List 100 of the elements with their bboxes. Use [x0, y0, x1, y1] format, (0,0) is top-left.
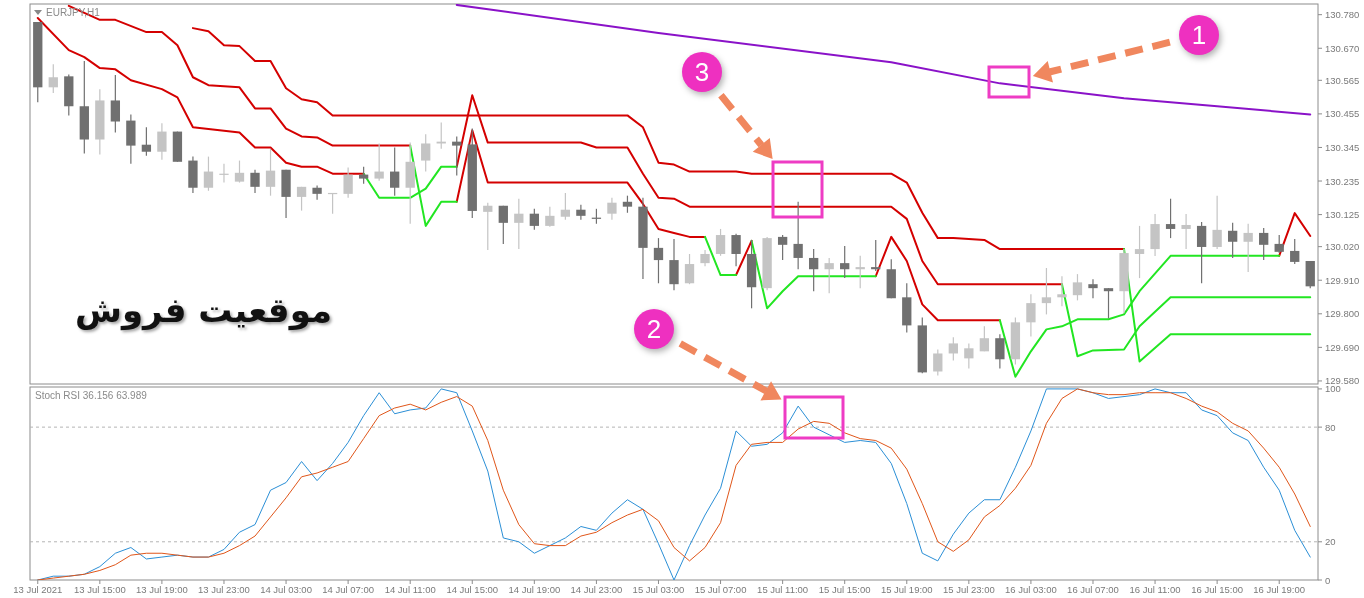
y-tick-label: 130.020: [1325, 241, 1360, 253]
x-tick-label: 13 Jul 19:00: [136, 584, 188, 595]
line-series: [455, 4, 1312, 116]
candlestick: [560, 192, 571, 221]
x-tick-label: 13 Jul 15:00: [73, 584, 126, 595]
candlestick: [731, 233, 741, 267]
candlestick: [1181, 213, 1191, 250]
candlestick: [793, 201, 803, 270]
candlestick: [995, 333, 1005, 370]
y-tick-label: 130.780: [1325, 9, 1360, 21]
candlestick: [219, 163, 229, 184]
x-tick-label: 16 Jul 03:00: [1005, 584, 1057, 595]
line-series: [455, 129, 707, 238]
y-tick-label: 130.455: [1325, 108, 1360, 120]
y-tick-label: 20: [1325, 536, 1336, 548]
candlestick: [234, 159, 245, 184]
candlestick: [421, 133, 431, 173]
y-tick-label: 129.910: [1325, 274, 1360, 286]
x-tick-label: 13 Jul 23:00: [198, 584, 250, 595]
x-tick-label: 16 Jul 19:00: [1253, 584, 1306, 595]
candlestick: [110, 74, 120, 134]
line-series: [874, 235, 1001, 322]
annotation: 3: [694, 57, 710, 87]
candlestick: [1290, 238, 1300, 265]
candlestick: [529, 208, 539, 231]
x-tick-label: 14 Jul 19:00: [508, 584, 561, 595]
y-tick-label: 129.800: [1325, 308, 1360, 320]
x-tick-label: 15 Jul 23:00: [942, 584, 995, 595]
x-tick-label: 15 Jul 03:00: [632, 584, 685, 595]
candlestick: [824, 257, 834, 294]
chart-title: Stoch RSI 36.156 63.989: [35, 390, 148, 401]
y-tick-label: 130.670: [1325, 42, 1360, 54]
x-tick-label: 16 Jul 07:00: [1067, 584, 1119, 595]
x-tick-label: 15 Jul 11:00: [757, 584, 809, 595]
candlestick: [1072, 273, 1083, 301]
line-series: [37, 388, 1311, 580]
candlestick: [1259, 227, 1269, 261]
line-series: [750, 239, 877, 310]
candlestick: [498, 205, 508, 245]
candlestick: [141, 126, 152, 157]
x-tick-label: 16 Jul 15:00: [1191, 584, 1244, 595]
candlestick: [1057, 275, 1067, 307]
candlestick: [1134, 225, 1145, 279]
annotation: 1: [1191, 20, 1207, 50]
y-tick-label: 80: [1325, 421, 1336, 433]
candlestick: [483, 202, 493, 251]
annotation: موقعیت فروش: [75, 290, 332, 331]
x-tick-label: 16 Jul 11:00: [1129, 584, 1181, 595]
candlestick: [1228, 222, 1238, 259]
candlestick: [607, 197, 617, 221]
y-tick-label: 130.565: [1325, 74, 1360, 86]
candlestick: [1088, 278, 1098, 299]
candlestick: [840, 245, 850, 279]
annotation: 2: [646, 314, 662, 344]
candlestick: [809, 248, 819, 292]
candlestick: [1041, 267, 1052, 316]
x-tick-label: 14 Jul 03:00: [260, 584, 312, 595]
y-tick-label: 130.235: [1325, 175, 1360, 187]
x-tick-label: 15 Jul 07:00: [694, 584, 747, 595]
x-tick-label: 14 Jul 11:00: [384, 584, 436, 595]
candlestick: [1026, 293, 1036, 337]
y-tick-label: 0: [1325, 574, 1331, 586]
x-tick-label: 15 Jul 15:00: [818, 584, 871, 595]
x-tick-label: 14 Jul 07:00: [322, 584, 374, 595]
candlestick: [374, 142, 384, 182]
x-tick-label: 15 Jul 19:00: [880, 584, 933, 595]
y-tick-label: 130.345: [1325, 141, 1360, 153]
candlestick: [948, 336, 958, 362]
candlestick: [250, 169, 260, 194]
candlestick: [48, 63, 58, 94]
candlestick: [979, 325, 990, 352]
candlestick: [855, 255, 865, 289]
candlestick: [964, 342, 974, 370]
candlestick: [576, 204, 586, 221]
y-tick-label: 130.125: [1325, 209, 1360, 221]
candlestick: [1243, 223, 1253, 273]
candlestick: [684, 253, 695, 285]
candlestick: [312, 185, 322, 201]
candlestick: [1274, 234, 1284, 254]
candlestick: [871, 239, 881, 272]
candlestick: [1103, 287, 1114, 319]
candlestick: [452, 135, 462, 177]
candlestick: [1165, 198, 1176, 239]
x-tick-label: 14 Jul 23:00: [570, 584, 623, 595]
candlestick: [390, 146, 400, 197]
candlestick: [1196, 221, 1207, 284]
candlestick: [653, 237, 664, 284]
candlestick: [157, 122, 167, 161]
candlestick: [203, 156, 214, 192]
candlestick: [1212, 195, 1222, 250]
candlestick: [777, 234, 788, 261]
candlestick: [265, 148, 276, 197]
y-tick-label: 129.690: [1325, 341, 1360, 353]
candlestick: [933, 348, 943, 377]
candlestick: [343, 167, 353, 199]
x-tick-label: 14 Jul 15:00: [446, 584, 499, 595]
candlestick: [715, 228, 726, 257]
candlestick: [545, 206, 555, 228]
x-tick-label: 13 Jul 2021: [13, 584, 63, 595]
candlestick: [514, 198, 524, 250]
